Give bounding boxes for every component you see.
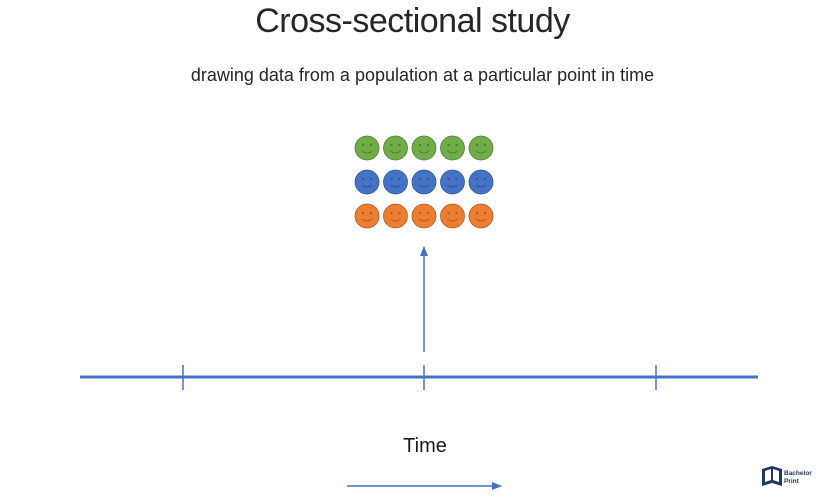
smiley-face-icon (440, 169, 465, 195)
smiley-face-icon (354, 203, 380, 229)
population-faces (354, 135, 494, 229)
bachelorprint-logo: Bachelor Print (762, 466, 812, 486)
smiley-face-icon (383, 169, 408, 195)
smiley-face-icon (440, 203, 465, 229)
smiley-face-icon (383, 203, 408, 229)
smiley-face-icon (411, 169, 437, 195)
time-axis-label: Time (403, 435, 447, 457)
book-icon (762, 466, 782, 486)
smiley-face-icon (411, 135, 437, 161)
smiley-face-icon (354, 135, 380, 161)
smiley-face-icon (468, 169, 494, 195)
smiley-face-icon (468, 135, 494, 161)
diagram-subtitle: drawing data from a population at a part… (190, 65, 655, 85)
smiley-face-icon (383, 135, 408, 161)
logo-text-line2: Print (784, 478, 800, 485)
smiley-face-icon (468, 203, 494, 229)
logo-text-line1: Bachelor (784, 470, 812, 477)
smiley-face-icon (440, 135, 465, 161)
diagram-title: Cross-sectional study (255, 2, 570, 40)
smiley-face-icon (411, 203, 437, 229)
smiley-face-icon (354, 169, 380, 195)
